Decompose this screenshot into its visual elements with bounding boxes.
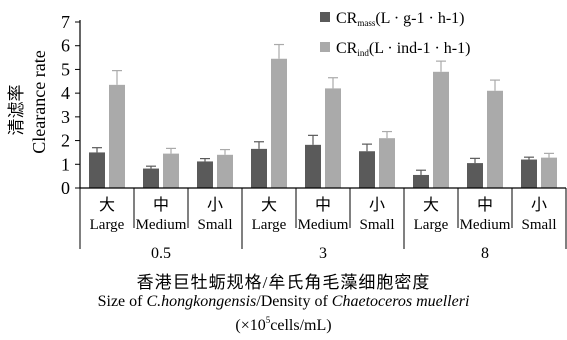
category-label-en: Small: [197, 217, 232, 233]
category-label-zh: 中: [315, 196, 331, 214]
y-tick-label: 5: [61, 59, 70, 79]
caption-en-prefix: Size of: [97, 293, 147, 310]
bar-ind: [325, 88, 341, 188]
bar-ind: [163, 153, 179, 188]
y-tick-label: 1: [61, 154, 70, 174]
bar-mass: [467, 163, 483, 188]
bar-mass: [89, 152, 105, 188]
bar-mass: [521, 159, 537, 188]
legend-label-mass: CRmass(L · g-1 · h-1): [336, 10, 465, 28]
legend-swatch-mass: [320, 12, 330, 22]
x-axis-unit: (×105cells/mL): [0, 315, 567, 335]
y-tick-label: 0: [61, 178, 70, 198]
category-label-zh: 中: [477, 196, 493, 214]
category-label-zh: 小: [207, 196, 223, 214]
group-label: 8: [481, 245, 489, 262]
bar-ind: [433, 71, 449, 188]
x-axis-title-english: Size of C.hongkongensis/Density of Chaet…: [0, 293, 567, 311]
category-label-en: Small: [521, 217, 556, 233]
group-label: 0.5: [151, 245, 171, 262]
unit-prefix: (×10: [235, 317, 266, 334]
category-label-zh: 小: [531, 196, 547, 214]
category-label-zh: 大: [99, 196, 115, 214]
bar-mass: [197, 161, 213, 188]
category-label-en: Medium: [136, 217, 187, 233]
category-label-zh: 小: [369, 196, 385, 214]
bar-mass: [251, 148, 267, 188]
legend-label-unit: (L · g-1 · h-1): [375, 10, 464, 27]
bar-mass: [413, 174, 429, 188]
bar-mass: [305, 144, 321, 188]
category-label-zh: 中: [153, 196, 169, 214]
legend-swatch-ind: [320, 42, 330, 52]
legend-label-main: CR: [336, 40, 358, 57]
category-label-zh: 大: [423, 196, 439, 214]
x-axis-title-chinese: 香港巨牡蛎规格/牟氏角毛藻细胞密度: [136, 273, 431, 292]
y-tick-label: 7: [61, 12, 70, 32]
bar-ind: [217, 154, 233, 188]
bar-mass: [143, 168, 159, 188]
bar-ind: [109, 84, 125, 188]
category-label-en: Medium: [460, 217, 511, 233]
legend-label-subscript: ind: [357, 48, 369, 58]
category-label-en: Large: [252, 217, 287, 233]
group-label: 3: [319, 245, 327, 262]
y-tick-label: 2: [61, 131, 70, 151]
unit-suffix: cells/mL): [270, 317, 332, 334]
caption-species-alga: Chaetoceros muelleri: [331, 293, 470, 310]
unit-exponent: 5: [265, 315, 271, 325]
caption-species-oyster: C.hongkongensis: [146, 293, 257, 310]
bar-ind: [271, 58, 287, 188]
category-label-en: Large: [90, 217, 125, 233]
y-tick-label: 3: [61, 107, 70, 127]
legend-label-unit: (L · ind-1 · h-1): [369, 40, 471, 57]
bar-ind: [487, 90, 503, 188]
category-label-en: Large: [414, 217, 449, 233]
caption-en-middle: /Density of: [256, 293, 332, 310]
category-label-en: Medium: [298, 217, 349, 233]
bar-ind: [541, 157, 557, 188]
category-label-zh: 大: [261, 196, 277, 214]
legend-label-ind: CRind(L · ind-1 · h-1): [336, 40, 470, 58]
legend-label-main: CR: [336, 10, 358, 27]
y-axis-title-english: Clearance rate: [29, 50, 49, 153]
category-label-en: Small: [359, 217, 394, 233]
legend-label-subscript: mass: [357, 18, 375, 28]
y-axis-title-chinese: 清滤率: [7, 85, 26, 136]
bar-mass: [359, 151, 375, 188]
y-tick-label: 6: [61, 36, 70, 56]
bar-ind: [379, 138, 395, 188]
y-tick-label: 4: [61, 83, 70, 103]
